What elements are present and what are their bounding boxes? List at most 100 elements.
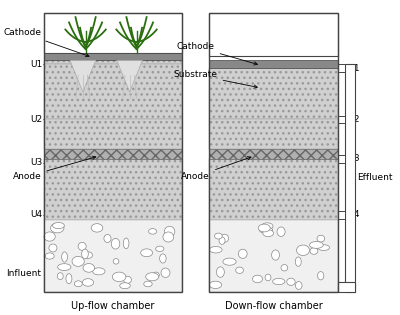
Ellipse shape [148,229,157,234]
Ellipse shape [120,283,130,289]
Ellipse shape [258,224,270,232]
Ellipse shape [72,256,84,266]
Ellipse shape [44,232,55,241]
Bar [44,13,182,292]
Ellipse shape [83,264,94,272]
Text: Cathode: Cathode [177,42,257,65]
Ellipse shape [318,245,330,250]
Text: D1: D1 [347,64,360,73]
Ellipse shape [220,234,228,242]
Ellipse shape [124,276,132,283]
Text: Down-flow chamber: Down-flow chamber [225,301,323,312]
Ellipse shape [144,281,152,287]
Bar [210,119,338,149]
Text: D2: D2 [347,115,360,124]
Ellipse shape [141,249,152,257]
Bar [210,60,338,68]
Ellipse shape [318,272,324,280]
Bar [210,13,338,292]
Ellipse shape [296,245,310,255]
Ellipse shape [236,267,244,273]
Ellipse shape [113,259,119,264]
Ellipse shape [93,268,105,275]
Text: D4: D4 [347,210,360,219]
Bar [44,220,182,292]
Ellipse shape [259,227,273,233]
Ellipse shape [146,273,158,281]
Ellipse shape [272,250,280,260]
Bar [338,282,354,292]
Ellipse shape [281,265,288,271]
Bar [210,220,338,292]
Ellipse shape [104,234,111,243]
Ellipse shape [84,252,92,258]
Text: Up-flow chamber: Up-flow chamber [72,301,155,312]
Ellipse shape [57,273,63,280]
Bar [44,60,182,64]
Ellipse shape [223,258,236,265]
Ellipse shape [161,268,170,278]
Ellipse shape [209,281,222,289]
Text: Cathode: Cathode [4,28,89,57]
Bar [338,211,345,219]
Bar [345,64,354,292]
Ellipse shape [82,279,94,286]
Bar [338,155,345,163]
Ellipse shape [219,237,225,244]
Bar [44,149,182,159]
Bar [210,68,338,119]
Ellipse shape [160,254,166,263]
Text: Influent: Influent [6,269,42,278]
Ellipse shape [164,226,175,237]
Bar [210,159,338,220]
Bar [338,116,345,123]
Text: U4: U4 [30,210,42,219]
Ellipse shape [262,223,273,230]
Text: Anode: Anode [181,157,251,181]
Ellipse shape [50,223,64,233]
Ellipse shape [317,235,325,242]
Ellipse shape [152,272,159,278]
Ellipse shape [252,275,262,283]
Bar [44,13,182,53]
Bar [44,53,182,60]
Bar [44,159,182,220]
Text: Effluent: Effluent [357,174,393,182]
Ellipse shape [163,232,174,242]
Ellipse shape [156,246,164,251]
Text: U2: U2 [30,115,42,124]
Ellipse shape [112,272,126,282]
Ellipse shape [49,244,57,252]
Ellipse shape [216,267,224,277]
Ellipse shape [310,248,318,254]
Ellipse shape [123,238,129,249]
Ellipse shape [210,247,222,253]
Bar [44,64,182,119]
Ellipse shape [82,249,88,259]
Ellipse shape [52,222,64,229]
Ellipse shape [263,230,274,237]
Ellipse shape [277,227,285,237]
Ellipse shape [238,249,247,258]
Polygon shape [117,60,142,92]
Ellipse shape [295,257,301,266]
Ellipse shape [66,274,72,284]
Ellipse shape [287,278,295,285]
Ellipse shape [273,278,285,285]
Ellipse shape [111,238,120,249]
Text: D3: D3 [347,154,360,163]
Bar [210,13,338,55]
Ellipse shape [58,264,71,271]
Text: Substrate: Substrate [174,70,257,88]
Ellipse shape [214,233,222,239]
Bar [44,119,182,149]
Text: Anode: Anode [13,156,96,181]
Ellipse shape [91,224,103,232]
Ellipse shape [74,281,82,287]
Ellipse shape [62,252,68,262]
Ellipse shape [310,242,323,248]
Ellipse shape [265,274,271,281]
Ellipse shape [45,253,54,259]
Ellipse shape [296,282,302,289]
Polygon shape [70,60,96,92]
